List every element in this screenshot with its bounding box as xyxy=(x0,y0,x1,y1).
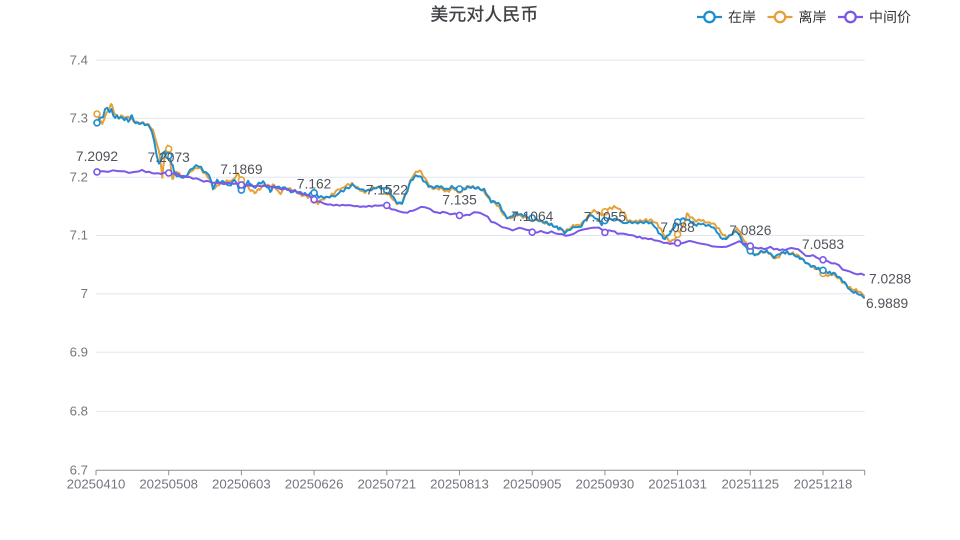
svg-text:7.2092: 7.2092 xyxy=(76,149,118,164)
svg-text:7.4: 7.4 xyxy=(70,52,88,67)
svg-text:7.088: 7.088 xyxy=(660,220,695,235)
svg-text:7.0583: 7.0583 xyxy=(802,237,845,252)
svg-text:20251218: 20251218 xyxy=(794,477,853,492)
svg-text:20250603: 20250603 xyxy=(212,477,271,492)
svg-text:20251031: 20251031 xyxy=(648,477,707,492)
svg-text:7.135: 7.135 xyxy=(442,192,477,207)
svg-text:20250930: 20250930 xyxy=(576,477,635,492)
svg-text:7.2: 7.2 xyxy=(70,169,88,184)
svg-text:7.1055: 7.1055 xyxy=(584,209,627,224)
svg-text:7.3: 7.3 xyxy=(70,111,88,126)
svg-text:20250813: 20250813 xyxy=(430,477,489,492)
svg-text:7.2073: 7.2073 xyxy=(148,150,191,165)
svg-text:6.9889: 6.9889 xyxy=(866,296,909,311)
svg-text:7.0288: 7.0288 xyxy=(869,271,912,286)
svg-text:20250410: 20250410 xyxy=(67,477,126,492)
svg-text:20250508: 20250508 xyxy=(139,477,198,492)
svg-text:7.1: 7.1 xyxy=(70,228,88,243)
svg-text:20250905: 20250905 xyxy=(503,477,562,492)
svg-text:7.162: 7.162 xyxy=(297,177,332,192)
svg-text:7.0826: 7.0826 xyxy=(729,223,772,238)
svg-text:20250626: 20250626 xyxy=(285,477,344,492)
svg-text:6.9: 6.9 xyxy=(70,345,88,360)
svg-text:6.7: 6.7 xyxy=(70,463,88,478)
svg-text:7.1064: 7.1064 xyxy=(511,209,554,224)
svg-text:7: 7 xyxy=(81,286,88,301)
svg-text:20251125: 20251125 xyxy=(721,477,779,492)
svg-text:6.8: 6.8 xyxy=(70,404,88,419)
svg-text:7.1522: 7.1522 xyxy=(366,182,408,197)
svg-text:7.1869: 7.1869 xyxy=(220,162,263,177)
svg-text:20250721: 20250721 xyxy=(357,477,416,492)
